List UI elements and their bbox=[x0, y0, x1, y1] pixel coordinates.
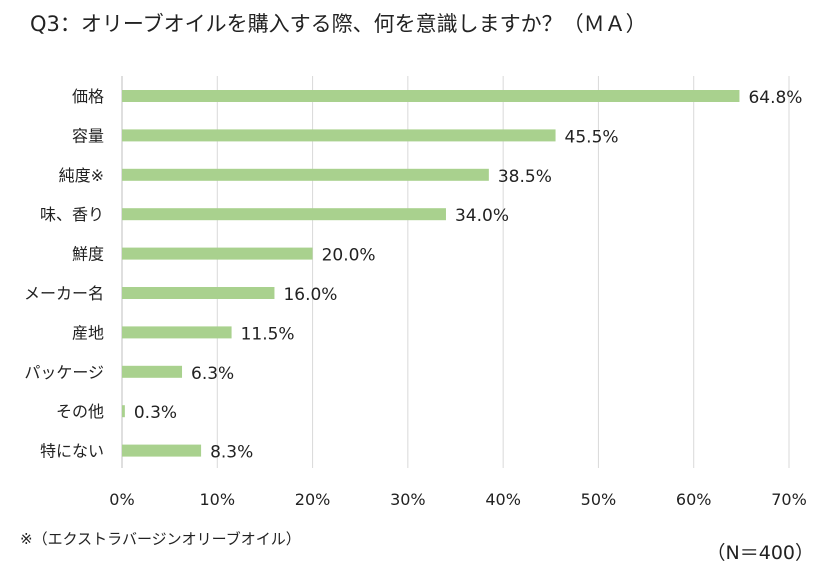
bar bbox=[122, 405, 125, 418]
bar bbox=[122, 287, 275, 299]
category-label: メーカー名 bbox=[24, 284, 104, 303]
footnote: ※（エクストラバージンオリーブオイル） bbox=[20, 530, 301, 548]
value-labels: 64.8% 45.5% 38.5% 34.0% 20.0% 16.0% 11.5% 6.3% 0… bbox=[134, 88, 803, 463]
bar bbox=[122, 208, 446, 221]
data-label: 20.0% bbox=[322, 246, 376, 266]
data-label: 34.0% bbox=[455, 206, 509, 226]
category-label: その他 bbox=[56, 402, 104, 421]
category-label: 鮮度 bbox=[72, 245, 104, 264]
bar bbox=[122, 365, 183, 378]
x-tick-label: 10% bbox=[200, 490, 236, 509]
data-label: 6.3% bbox=[191, 364, 234, 384]
category-label: 容量 bbox=[72, 126, 104, 145]
x-tick-label: 30% bbox=[390, 490, 426, 509]
data-label: 0.3% bbox=[134, 403, 177, 423]
data-label: 11.5% bbox=[241, 324, 295, 344]
bar bbox=[122, 444, 202, 457]
bars bbox=[122, 90, 740, 457]
category-label: パッケージ bbox=[24, 363, 104, 382]
x-tick-label: 50% bbox=[581, 490, 617, 509]
x-tick-label: 20% bbox=[295, 490, 331, 509]
category-label: 特にない bbox=[40, 442, 104, 461]
bar bbox=[122, 168, 489, 181]
x-tick-label: 60% bbox=[676, 490, 712, 509]
bar bbox=[122, 247, 313, 260]
x-tick-label: 40% bbox=[485, 490, 521, 509]
sample-size: （N＝400） bbox=[706, 542, 814, 564]
category-label: 産地 bbox=[72, 323, 104, 342]
bar bbox=[122, 129, 556, 142]
x-tick-labels: 0% 10% 20% 30% 40% 50% 60% 70% bbox=[109, 490, 806, 509]
bar bbox=[122, 90, 740, 102]
data-label: 16.0% bbox=[283, 285, 337, 305]
category-label: 味、香り bbox=[40, 205, 104, 224]
data-label: 38.5% bbox=[498, 167, 552, 187]
x-tick-label: 70% bbox=[771, 490, 807, 509]
data-label: 64.8% bbox=[748, 88, 802, 108]
category-label: 純度※ bbox=[59, 166, 104, 185]
chart-title: Q3：オリーブオイルを購入する際、何を意識しますか？（ＭＡ） bbox=[30, 12, 647, 36]
data-label: 45.5% bbox=[565, 127, 619, 147]
data-label: 8.3% bbox=[210, 443, 253, 463]
category-label: 価格 bbox=[72, 87, 104, 106]
x-tick-label: 0% bbox=[109, 490, 134, 509]
bar bbox=[122, 326, 232, 339]
